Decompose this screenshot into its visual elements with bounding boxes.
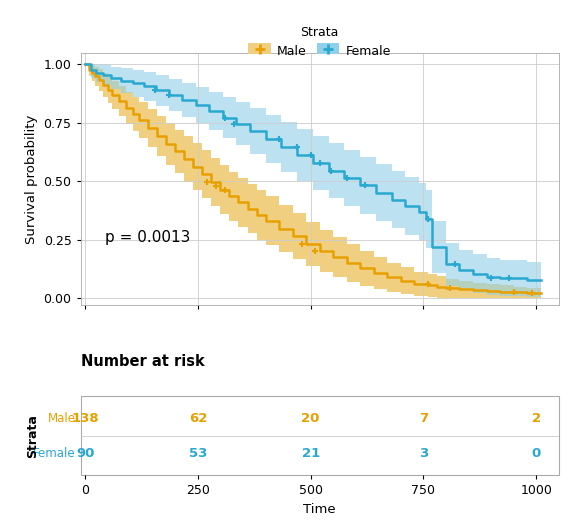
Text: 0: 0 xyxy=(532,447,541,459)
Text: 53: 53 xyxy=(189,447,207,459)
Text: Strata: Strata xyxy=(26,414,39,458)
Text: 138: 138 xyxy=(71,412,99,425)
Y-axis label: Survival probability: Survival probability xyxy=(25,115,38,244)
Text: 2: 2 xyxy=(532,412,541,425)
Text: 3: 3 xyxy=(419,447,428,459)
Text: Female: Female xyxy=(33,447,76,459)
Legend: Male, Female: Male, Female xyxy=(244,21,396,63)
Text: p = 0.0013: p = 0.0013 xyxy=(105,230,190,244)
Text: 21: 21 xyxy=(301,447,320,459)
Text: Number at risk: Number at risk xyxy=(81,354,204,369)
Text: 20: 20 xyxy=(301,412,320,425)
Text: 62: 62 xyxy=(189,412,207,425)
Text: 90: 90 xyxy=(76,447,94,459)
Text: Male: Male xyxy=(48,412,76,425)
Text: 7: 7 xyxy=(419,412,428,425)
Bar xyxy=(81,397,559,475)
X-axis label: Time: Time xyxy=(304,503,336,516)
